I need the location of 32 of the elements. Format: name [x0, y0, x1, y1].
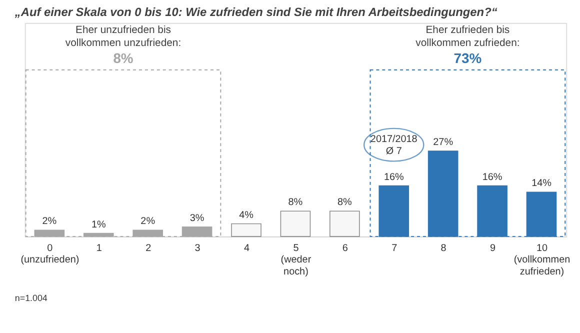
x-tick-label: 6	[342, 242, 348, 254]
x-tick-label: 0 (unzufrieden)	[20, 242, 80, 266]
data-label: 16%	[384, 172, 404, 183]
data-label: 8%	[288, 197, 303, 208]
x-tick-label: 3	[194, 242, 201, 254]
x-tick-label: 1	[96, 242, 102, 254]
bar	[330, 210, 360, 237]
x-tick-label: 5 (weder noch)	[280, 242, 312, 278]
data-label: 2%	[42, 216, 57, 228]
data-label: 27%	[433, 137, 454, 148]
x-tick-label: 7	[392, 242, 398, 254]
bar	[280, 210, 311, 237]
text: Eher unzufrieden bis vollkommen unzufrieden:	[65, 25, 182, 50]
x-tick-label: 10 (vollkommen zufrieden)	[514, 242, 570, 278]
x-tick-label: 4	[244, 242, 250, 254]
data-label: 16%	[482, 172, 502, 183]
chart-title: „Auf einer Skala von 0 bis 10: Wie zufrieden sind Sie mit Ihren Arbeitsbedingungen?“	[14, 4, 498, 19]
bar	[231, 223, 262, 237]
text: 8%	[113, 50, 134, 66]
data-label: 1%	[91, 219, 106, 230]
text: n=1.004	[14, 292, 48, 303]
annotation: 2017/2018 Ø 7	[370, 134, 418, 157]
data-label: 4%	[239, 210, 254, 221]
data-label: 8%	[337, 197, 352, 208]
x-tick-label: 8	[440, 242, 447, 254]
data-label: 14%	[532, 178, 552, 190]
x-tick-label: 9	[490, 242, 496, 254]
data-label: 2%	[140, 216, 156, 228]
x-tick-label: 2	[146, 242, 152, 254]
data-label: 3%	[190, 212, 204, 224]
text: Eher zufrieden bis vollkommen zufrieden:	[416, 25, 520, 50]
text: 73%	[454, 50, 482, 66]
